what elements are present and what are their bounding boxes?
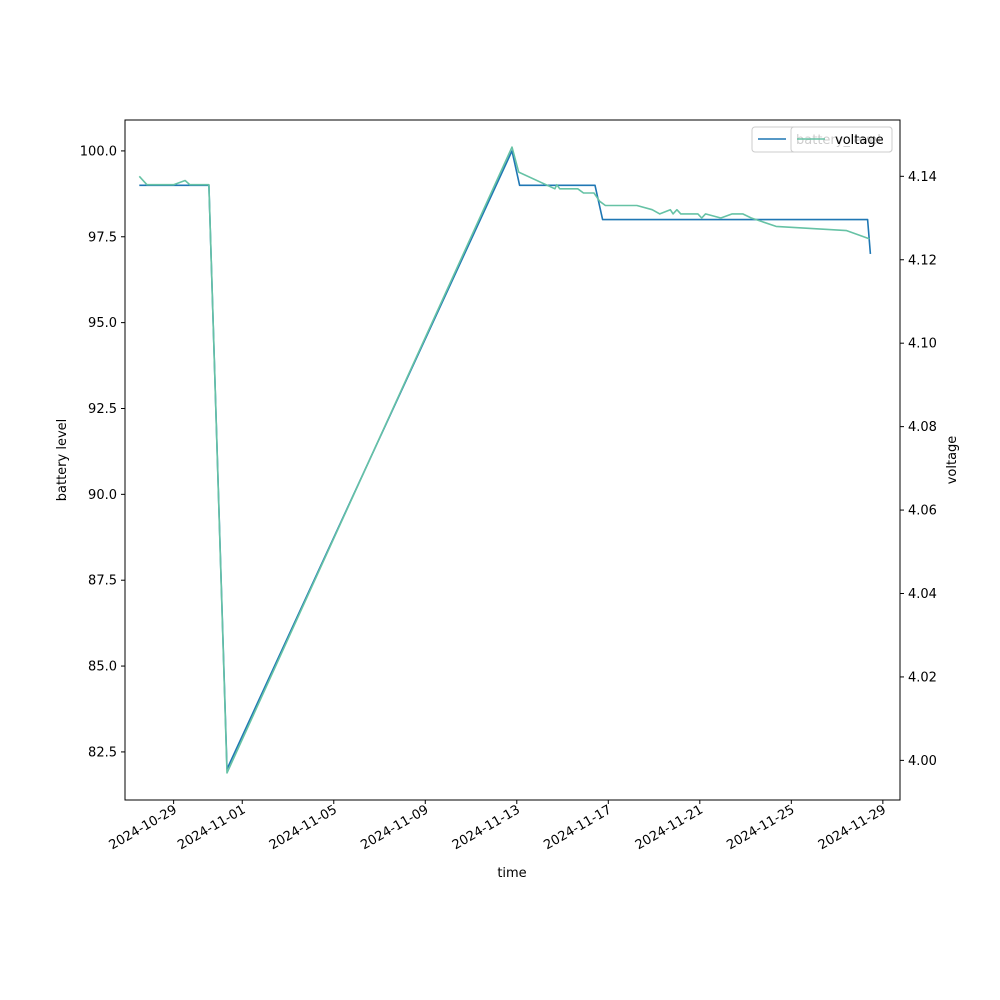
y2-tick-label: 4.14 xyxy=(908,170,937,185)
x-tick-label: 2024-11-01 xyxy=(175,802,248,853)
series-line-voltage xyxy=(138,146,870,774)
y-tick-label: 87.5 xyxy=(88,574,117,589)
y-tick-label: 85.0 xyxy=(88,660,117,675)
y-tick-label: 82.5 xyxy=(88,745,117,760)
series-layer xyxy=(138,146,872,774)
y2-tick-label: 4.06 xyxy=(908,504,937,519)
y2-tick-label: 4.12 xyxy=(908,253,937,268)
x-tick-label: 2024-11-29 xyxy=(816,802,889,853)
x-tick-label: 2024-11-09 xyxy=(358,802,431,853)
legend-voltage-label: voltage xyxy=(835,133,884,148)
y2-tick-label: 4.04 xyxy=(908,587,937,602)
y-tick-label: 90.0 xyxy=(88,488,117,503)
right-y-axis-label: voltage xyxy=(945,436,960,485)
series-line-battery-level xyxy=(139,150,872,770)
right-y-axis-ticks: 4.00 4.02 4.04 4.06 4.08 4.10 4.12 4.14 xyxy=(900,170,937,769)
x-tick-label: 2024-10-29 xyxy=(107,802,180,853)
y-tick-label: 100.0 xyxy=(80,144,117,159)
y2-tick-label: 4.02 xyxy=(908,670,937,685)
y2-tick-label: 4.08 xyxy=(908,420,937,435)
legend-voltage: voltage xyxy=(790,126,893,153)
y2-tick-label: 4.00 xyxy=(908,754,937,769)
x-tick-label: 2024-11-25 xyxy=(724,802,797,853)
left-y-axis-ticks: 82.5 85.0 87.5 90.0 92.5 95.0 97.5 100.0 xyxy=(80,144,125,760)
y2-tick-label: 4.10 xyxy=(908,337,937,352)
y-tick-label: 92.5 xyxy=(88,402,117,417)
y-tick-label: 97.5 xyxy=(88,230,117,245)
x-axis-label: time xyxy=(497,866,526,881)
left-y-axis-label: battery level xyxy=(55,419,70,502)
x-tick-label: 2024-11-13 xyxy=(450,802,523,853)
plot-frame xyxy=(124,119,901,801)
x-tick-label: 2024-11-21 xyxy=(633,802,706,853)
y-tick-label: 95.0 xyxy=(88,316,117,331)
x-tick-label: 2024-11-05 xyxy=(267,802,340,853)
x-tick-label: 2024-11-17 xyxy=(541,802,614,853)
legend-voltage-frame xyxy=(790,126,893,153)
